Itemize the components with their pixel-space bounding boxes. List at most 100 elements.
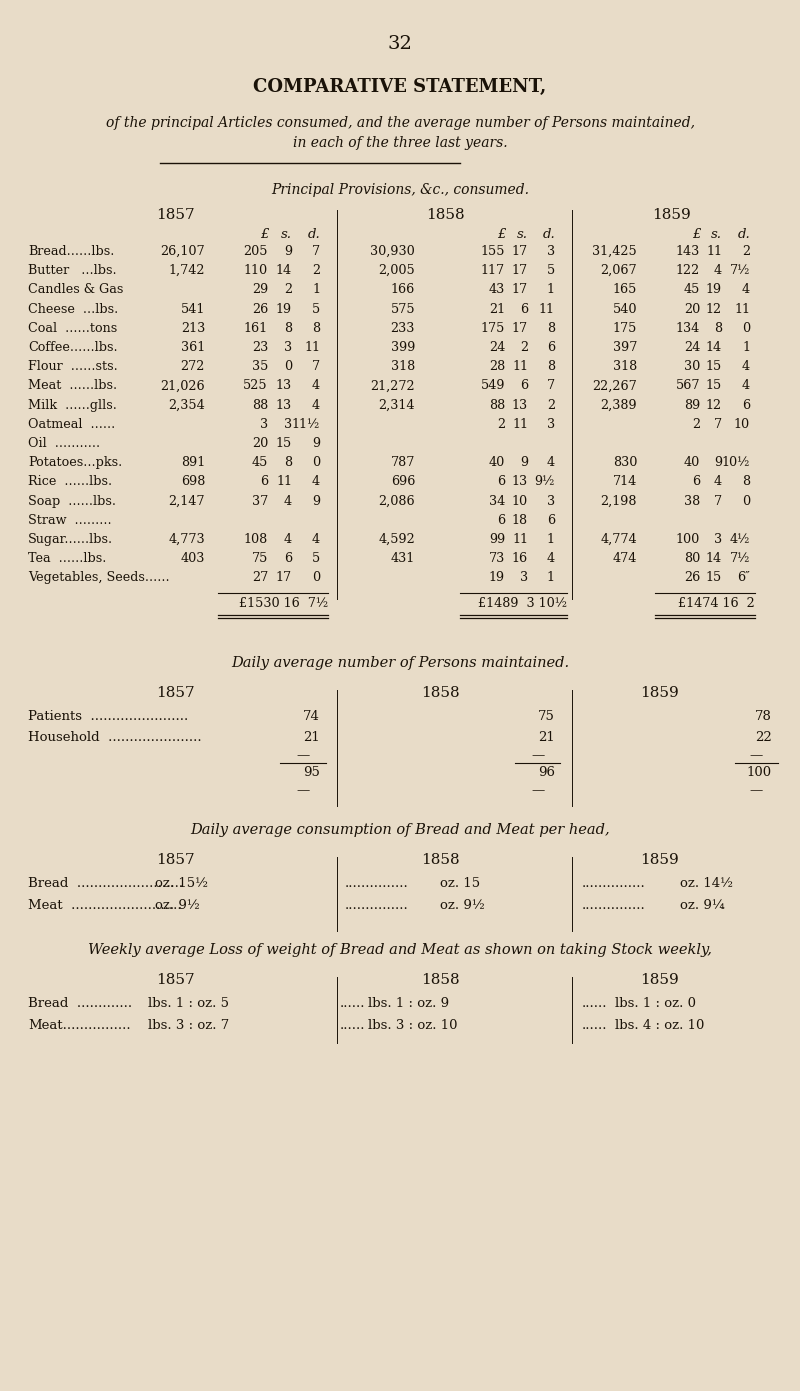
Text: 272: 272	[181, 360, 205, 373]
Text: 9: 9	[284, 245, 292, 257]
Text: ...............: ...............	[345, 899, 409, 911]
Text: 5: 5	[312, 303, 320, 316]
Text: 4: 4	[284, 533, 292, 547]
Text: 134: 134	[676, 321, 700, 335]
Text: 26: 26	[684, 572, 700, 584]
Text: 6: 6	[520, 303, 528, 316]
Text: 567: 567	[675, 380, 700, 392]
Text: 3: 3	[547, 495, 555, 508]
Text: 11: 11	[304, 341, 320, 353]
Text: ......: ......	[582, 996, 607, 1010]
Text: Butter   ...lbs.: Butter ...lbs.	[28, 264, 117, 277]
Text: Rice  ......lbs.: Rice ......lbs.	[28, 476, 112, 488]
Text: 15: 15	[706, 360, 722, 373]
Text: 3: 3	[260, 417, 268, 431]
Text: Meat  ..........................: Meat ..........................	[28, 899, 182, 911]
Text: 2: 2	[692, 417, 700, 431]
Text: 11: 11	[512, 533, 528, 547]
Text: 4: 4	[547, 552, 555, 565]
Text: d.: d.	[738, 228, 750, 241]
Text: ...............: ...............	[582, 876, 646, 890]
Text: 5: 5	[546, 264, 555, 277]
Text: 4: 4	[714, 476, 722, 488]
Text: 14: 14	[706, 552, 722, 565]
Text: 26,107: 26,107	[160, 245, 205, 257]
Text: 1858: 1858	[421, 853, 459, 867]
Text: 7½: 7½	[730, 552, 750, 565]
Text: ......: ......	[582, 1018, 607, 1032]
Text: 431: 431	[390, 552, 415, 565]
Text: d.: d.	[307, 228, 320, 241]
Text: 2: 2	[520, 341, 528, 353]
Text: 100: 100	[747, 765, 772, 779]
Text: 1857: 1857	[156, 209, 194, 223]
Text: £: £	[497, 228, 505, 241]
Text: 1858: 1858	[426, 209, 464, 223]
Text: 4,774: 4,774	[600, 533, 637, 547]
Text: 19: 19	[489, 572, 505, 584]
Text: 108: 108	[244, 533, 268, 547]
Text: 6: 6	[284, 552, 292, 565]
Text: 6: 6	[260, 476, 268, 488]
Text: 8: 8	[284, 321, 292, 335]
Text: 6″: 6″	[737, 572, 750, 584]
Text: 549: 549	[481, 380, 505, 392]
Text: 7: 7	[312, 245, 320, 257]
Text: 7: 7	[547, 380, 555, 392]
Text: 318: 318	[613, 360, 637, 373]
Text: 1858: 1858	[421, 686, 459, 700]
Text: 1857: 1857	[156, 686, 194, 700]
Text: 40: 40	[489, 456, 505, 469]
Text: 23: 23	[252, 341, 268, 353]
Text: 4,592: 4,592	[378, 533, 415, 547]
Text: 73: 73	[489, 552, 505, 565]
Text: Sugar......lbs.: Sugar......lbs.	[28, 533, 113, 547]
Text: 13: 13	[276, 399, 292, 412]
Text: 6: 6	[497, 476, 505, 488]
Text: 4: 4	[742, 380, 750, 392]
Text: 0: 0	[742, 495, 750, 508]
Text: s.: s.	[281, 228, 292, 241]
Text: 17: 17	[276, 572, 292, 584]
Text: 2,086: 2,086	[378, 495, 415, 508]
Text: Coffee......lbs.: Coffee......lbs.	[28, 341, 118, 353]
Text: Bread  .........................: Bread .........................	[28, 876, 183, 890]
Text: Principal Provisions, &c., consumed.: Principal Provisions, &c., consumed.	[271, 184, 529, 198]
Text: 1: 1	[312, 284, 320, 296]
Text: 6: 6	[520, 380, 528, 392]
Text: 13: 13	[512, 476, 528, 488]
Text: £1489  3 10½: £1489 3 10½	[478, 597, 567, 609]
Text: 161: 161	[244, 321, 268, 335]
Text: 30: 30	[684, 360, 700, 373]
Text: lbs. 3 : oz. 10: lbs. 3 : oz. 10	[368, 1018, 458, 1032]
Text: 4: 4	[742, 360, 750, 373]
Text: Tea  ......lbs.: Tea ......lbs.	[28, 552, 106, 565]
Text: 2: 2	[312, 264, 320, 277]
Text: 9½: 9½	[534, 476, 555, 488]
Text: ......: ......	[340, 996, 366, 1010]
Text: 9: 9	[520, 456, 528, 469]
Text: 1: 1	[742, 341, 750, 353]
Text: —: —	[297, 750, 310, 762]
Text: 7: 7	[312, 360, 320, 373]
Text: —: —	[750, 750, 763, 762]
Text: 21: 21	[303, 730, 320, 744]
Text: —: —	[532, 785, 545, 797]
Text: s.: s.	[517, 228, 528, 241]
Text: 403: 403	[181, 552, 205, 565]
Text: 21,026: 21,026	[160, 380, 205, 392]
Text: 6: 6	[742, 399, 750, 412]
Text: 11: 11	[512, 360, 528, 373]
Text: Flour  ......sts.: Flour ......sts.	[28, 360, 118, 373]
Text: 8: 8	[284, 456, 292, 469]
Text: 2,314: 2,314	[378, 399, 415, 412]
Text: 22: 22	[755, 730, 772, 744]
Text: 15: 15	[706, 572, 722, 584]
Text: lbs. 4 : oz. 10: lbs. 4 : oz. 10	[615, 1018, 704, 1032]
Text: of the principal Articles consumed, and the average number of Persons maintained: of the principal Articles consumed, and …	[106, 115, 694, 129]
Text: Milk  ......glls.: Milk ......glls.	[28, 399, 117, 412]
Text: 14: 14	[276, 264, 292, 277]
Text: £: £	[260, 228, 268, 241]
Text: 233: 233	[390, 321, 415, 335]
Text: —: —	[532, 750, 545, 762]
